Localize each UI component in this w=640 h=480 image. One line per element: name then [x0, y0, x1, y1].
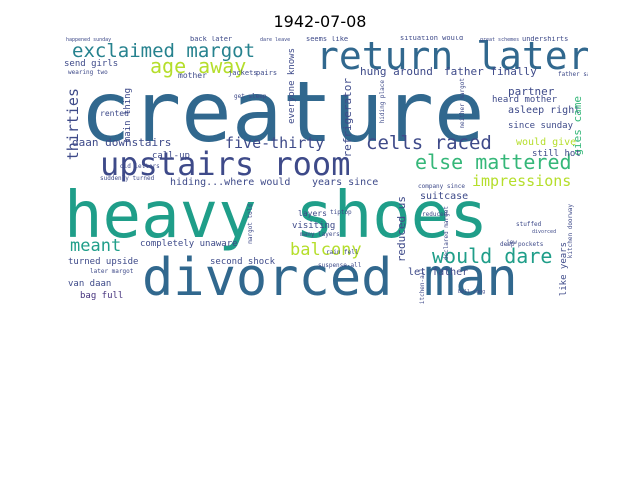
word: suspense-all [318, 262, 362, 269]
word: years since [312, 177, 379, 188]
word: daan downstairs [72, 136, 172, 149]
word: everyone knows [287, 48, 297, 124]
chart-title: 1942-07-08 [273, 12, 367, 31]
word: old letters [120, 163, 160, 170]
word: neither margot [459, 78, 466, 129]
word: second shock [210, 257, 276, 267]
word: tiptop [330, 209, 352, 216]
word: father finally [444, 65, 537, 78]
word: layers [298, 209, 327, 218]
word: seems like [306, 36, 349, 43]
word: cells raced [366, 132, 492, 154]
word: send girls [64, 59, 119, 69]
word: declared margot [443, 206, 450, 261]
word: upstairs room [100, 145, 351, 183]
word-cloud: creature heavy shoes divorced man return… [60, 36, 588, 304]
word: five-thirty [225, 134, 325, 152]
word: call-up [152, 151, 190, 161]
word: would give [516, 137, 577, 148]
word: meant [70, 236, 122, 256]
word: company since [418, 183, 465, 190]
word: refrigerator [341, 78, 354, 158]
word: since sunday [508, 121, 574, 131]
word: jackets [228, 69, 258, 77]
word: divorced [532, 229, 557, 235]
word: happened sunday [66, 37, 112, 43]
word: father says [558, 71, 588, 78]
word: situation would [400, 36, 464, 42]
word: back later [190, 36, 233, 43]
word: let father [408, 267, 469, 278]
word: undershirts [522, 36, 569, 43]
word: turned upside [68, 257, 139, 267]
word: asleep right [508, 105, 581, 116]
word: thirties [64, 88, 82, 161]
word: jew [506, 239, 517, 246]
word: hiding place [379, 80, 386, 124]
word: stuffed [516, 221, 542, 228]
word: divorced man [142, 248, 518, 304]
word: balcony [290, 240, 362, 260]
word: heard mother [492, 95, 558, 105]
word: creature [80, 63, 485, 161]
word: completely unaware [140, 239, 238, 249]
word: rented [100, 109, 129, 118]
word: pairs [256, 69, 278, 77]
word: get sleep [234, 93, 267, 100]
word: margot told [247, 204, 254, 244]
word: partner [508, 85, 555, 98]
word: else mattered [415, 150, 572, 174]
word: hiding...where would [170, 177, 291, 188]
word: heavy shoes [64, 179, 488, 253]
word: still hot [532, 149, 581, 159]
word: deep pockets [500, 241, 544, 248]
word: reduced us [395, 196, 408, 263]
word: van daan [68, 279, 112, 289]
word: wearing two [68, 69, 108, 76]
word: kitchen-all [419, 268, 426, 304]
word: age away [150, 54, 247, 78]
word: hung around [360, 65, 433, 78]
word: later margot [90, 268, 134, 275]
word: mother [178, 71, 207, 80]
word: kitchen doorway [567, 204, 574, 259]
word: visiting [292, 221, 336, 231]
word: bag full [80, 291, 124, 301]
word: bell rang [458, 289, 486, 295]
word: dare leave [260, 37, 291, 43]
word: impressions [472, 172, 572, 190]
word: would dare [432, 244, 553, 268]
word: reduced [422, 211, 448, 218]
word: exclaimed margot [72, 40, 256, 62]
word: suddenly turned [100, 175, 155, 182]
word: many layers [300, 231, 340, 238]
word: rain fell [326, 249, 359, 256]
word: great schemes [480, 37, 520, 43]
word: suitcase [420, 191, 469, 202]
word: return later [316, 36, 588, 78]
